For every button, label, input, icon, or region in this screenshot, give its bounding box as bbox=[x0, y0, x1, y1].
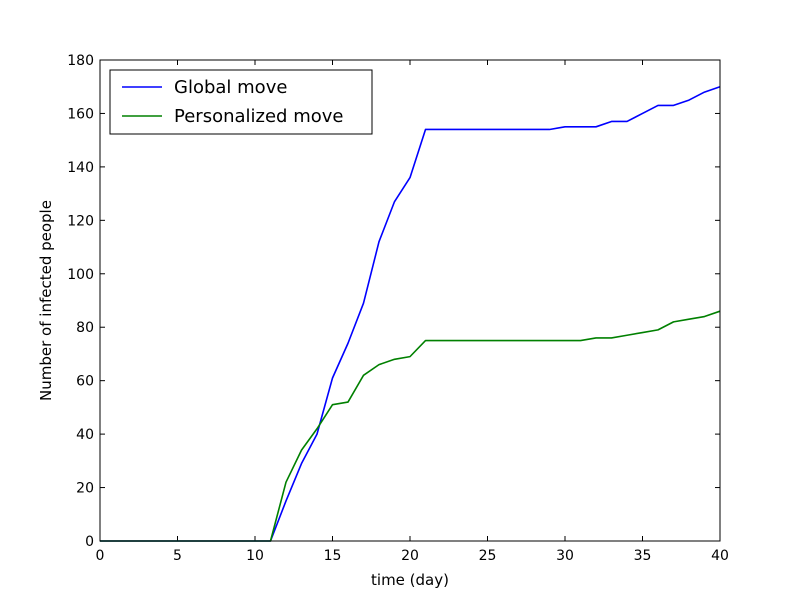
legend: Global move Personalized move bbox=[109, 69, 373, 135]
y-tick-label: 100 bbox=[67, 267, 94, 283]
x-tick-label: 15 bbox=[324, 548, 342, 564]
x-tick-label: 0 bbox=[96, 548, 105, 564]
y-tick-label: 140 bbox=[67, 160, 94, 176]
y-tick-label: 80 bbox=[76, 320, 94, 336]
plot-frame bbox=[99, 59, 721, 542]
x-tick-label: 35 bbox=[634, 548, 652, 564]
x-tick-label: 25 bbox=[479, 548, 497, 564]
legend-box bbox=[109, 69, 373, 135]
y-tick-label: 60 bbox=[76, 374, 94, 390]
y-tick-label: 40 bbox=[76, 427, 94, 443]
x-tick-label: 40 bbox=[711, 548, 729, 564]
series-layer bbox=[100, 85, 721, 542]
x-axis-label: time (day) bbox=[371, 571, 449, 589]
y-tick-label: 20 bbox=[76, 481, 94, 497]
x-tick-label: 20 bbox=[401, 548, 419, 564]
legend-label: Personalized move bbox=[174, 106, 343, 127]
series-line-1 bbox=[100, 310, 721, 542]
y-tick-label: 120 bbox=[67, 213, 94, 229]
series-line-0 bbox=[100, 85, 721, 542]
tick-labels: 0 5 10 15 20 25 30 35 40 0 20 40 60 80 100 120 140 160 180 bbox=[67, 53, 729, 564]
y-tick-label: 180 bbox=[67, 53, 94, 69]
y-tick-label: 0 bbox=[85, 534, 94, 550]
x-tick-label: 5 bbox=[173, 548, 182, 564]
y-axis-label: Number of infected people bbox=[37, 200, 55, 401]
y-tick-label: 160 bbox=[67, 106, 94, 122]
legend-label: Global move bbox=[174, 77, 287, 98]
x-tick-label: 10 bbox=[246, 548, 264, 564]
x-tick-label: 30 bbox=[556, 548, 574, 564]
